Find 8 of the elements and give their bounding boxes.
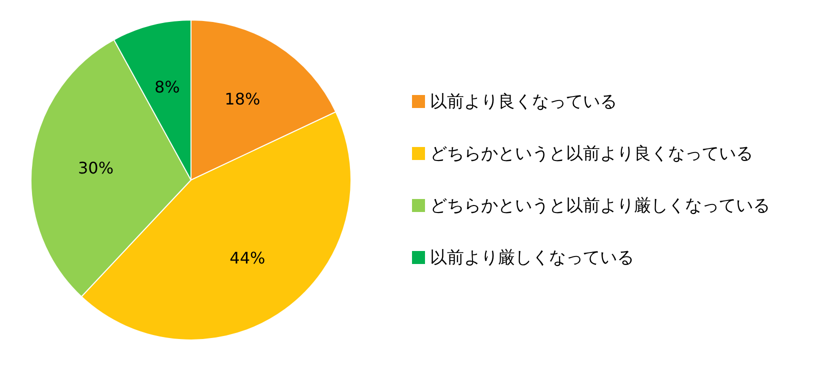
data-label: 8% [154, 78, 180, 97]
legend-label: 以前より良くなっている [430, 92, 617, 112]
legend-label: 以前より厳しくなっている [430, 248, 634, 268]
data-label: 44% [230, 248, 266, 268]
data-label: 18% [224, 90, 260, 109]
legend-label: どちらかというと以前より良くなっている [430, 144, 753, 164]
legend-label: どちらかというと以前より厳しくなっている [430, 196, 770, 216]
data-label: 30% [78, 158, 114, 178]
